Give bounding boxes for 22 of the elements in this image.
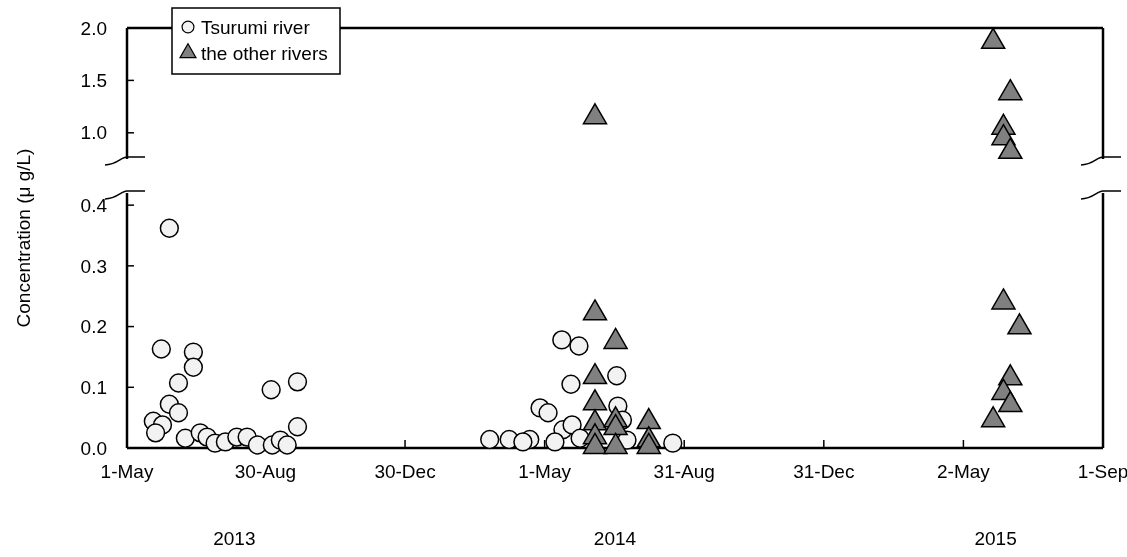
legend-label: the other rivers bbox=[201, 42, 328, 64]
y-tick-label: 2.0 bbox=[80, 17, 107, 39]
y-tick-label: 1.5 bbox=[80, 70, 107, 92]
x-tick-label: 1-May bbox=[518, 461, 572, 482]
text: 2013 bbox=[213, 528, 256, 549]
x-tick-label: 31-Aug bbox=[653, 461, 715, 482]
y-axis-title: Concentration (μ g/L) bbox=[13, 148, 34, 328]
text: 2014 bbox=[593, 528, 637, 549]
legend-label: Tsurumi river bbox=[201, 16, 311, 38]
y-tick-label: 1.0 bbox=[80, 122, 107, 144]
x-tick-label: 1-May bbox=[100, 461, 154, 482]
x-tick-label: 31-Dec bbox=[793, 461, 855, 482]
y-tick-label: 0.3 bbox=[80, 255, 107, 277]
y-tick-label: 0.0 bbox=[80, 437, 107, 459]
text: 2015 bbox=[974, 528, 1017, 549]
x-tick-label: 1-Sep bbox=[1077, 461, 1127, 482]
y-tick-label: 0.1 bbox=[80, 376, 107, 398]
y-tick-label: 0.2 bbox=[80, 316, 107, 338]
x-tick-label: 30-Dec bbox=[374, 461, 436, 482]
x-tick-label: 2-May bbox=[937, 461, 991, 482]
y-tick-label: 0.4 bbox=[80, 194, 108, 216]
x-tick-label: 30-Aug bbox=[234, 461, 297, 482]
